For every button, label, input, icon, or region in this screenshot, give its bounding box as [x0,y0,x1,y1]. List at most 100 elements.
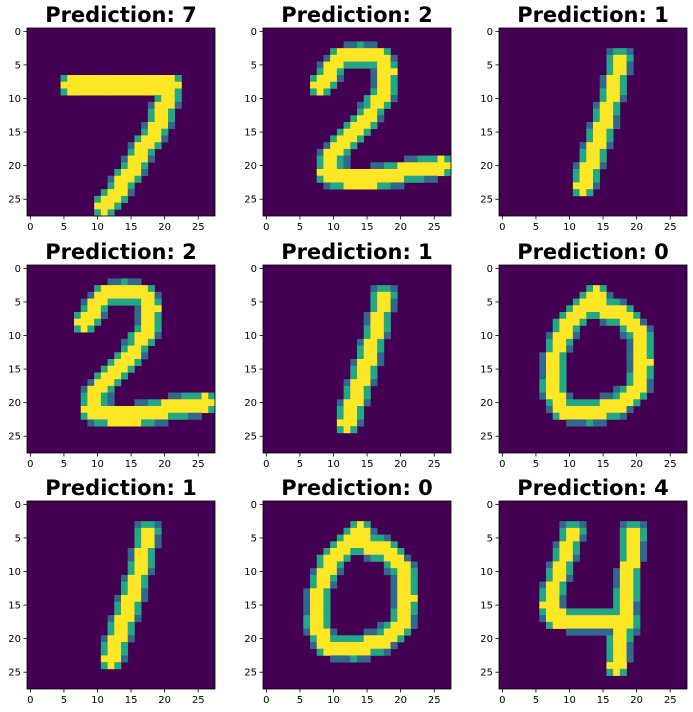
pixel-cell [94,291,102,299]
pixel-cell [572,608,580,616]
pixel-cell [417,175,425,183]
pixel-cell [559,392,567,400]
pixel-cell [336,148,344,156]
pixel-cell [350,365,358,373]
y-tick-label: 5 [15,297,21,308]
pixel-cell [147,291,155,299]
pixel-cell [383,635,391,643]
pixel-cell [539,608,547,616]
pixel-cell [404,608,412,616]
pixel-cell [127,588,135,596]
pixel-cell [626,305,634,313]
pixel-cell [363,352,371,360]
pixel-cell [154,115,162,123]
pixel-cell [94,406,102,414]
digit-panel-4: Prediction: 2 0 5 10 15 20 25 0 5 10 15 20 25 [8,240,216,470]
pixel-cell [316,568,324,576]
pixel-cell [174,75,182,83]
pixel-cell [626,338,634,346]
pixel-cell [559,359,567,367]
pixel-cell [626,399,634,407]
pixel-cell [154,325,162,333]
x-tick-label: 5 [61,459,67,470]
pixel-cell [626,48,634,56]
pixel-cell [370,554,378,562]
pixel-cell [141,88,149,96]
x-tick-label: 20 [158,222,171,233]
pixel-cell [141,285,149,293]
pixel-cell [619,95,627,103]
pixel-cell [586,142,594,150]
pixel-cell [546,359,554,367]
pixel-cell [410,581,418,589]
pixel-cell [350,54,358,62]
pixel-cell [350,406,358,414]
pixel-cell [559,534,567,542]
pixel-cell [154,101,162,109]
x-tick-label: 20 [394,695,407,706]
pixel-cell [559,345,567,353]
pixel-cell [363,548,371,556]
pixel-cell [94,312,102,320]
pixel-cell [566,305,574,313]
pixel-cell [127,568,135,576]
pixel-cell [546,595,554,603]
pixel-cell [107,359,115,367]
pixel-cell [87,81,95,89]
pixel-cell [640,548,648,556]
pixel-cell [552,379,560,387]
pixel-cell [147,527,155,535]
pixel-cell [390,298,398,306]
pixel-cell [127,561,135,569]
pixel-cell [161,419,169,427]
pixel-cell [593,312,601,320]
pixel-cell [107,372,115,380]
pixel-cell [613,68,621,76]
pixel-cell [613,318,621,326]
pixel-cell [310,621,318,629]
pixel-cell [599,108,607,116]
pixel-cell [377,285,385,293]
pixel-cell [114,278,122,286]
pixel-cell [404,554,412,562]
pixel-cell [343,169,351,177]
y-tick-label: 10 [8,567,21,578]
pixel-cell [619,312,627,320]
pixel-cell [107,412,115,420]
y-tick-label: 20 [8,398,21,409]
pixel-cell [134,561,142,569]
pixel-cell [80,385,88,393]
pixel-cell [383,548,391,556]
pixel-cell [363,122,371,130]
pixel-cell [350,169,358,177]
panel-title: Prediction: 2 [281,3,433,27]
pixel-cell [606,75,614,83]
pixel-cell [121,419,129,427]
pixel-cell [546,352,554,360]
pixel-cell [619,68,627,76]
pixel-cell [613,628,621,636]
pixel-cell [168,122,176,130]
panel-title: Prediction: 1 [517,3,669,27]
pixel-cell [323,182,331,190]
pixel-cell [208,406,216,414]
pixel-cell [619,81,627,89]
pixel-cell [127,162,135,170]
pixel-cell [343,548,351,556]
pixel-cell [330,548,338,556]
pixel-cell [566,608,574,616]
pixel-cell [404,175,412,183]
pixel-cell [586,412,594,420]
pixel-cell [310,581,318,589]
pixel-cell [147,318,155,326]
pixel-cell [579,318,587,326]
pixel-cell [377,61,385,69]
pixel-cell [397,548,405,556]
pixel-cell [343,128,351,136]
y-tick-label: 10 [244,567,257,578]
pixel-cell [363,54,371,62]
pixel-cell [134,581,142,589]
pixel-cell [336,568,344,576]
pixel-cell [154,521,162,529]
pixel-cell [303,588,311,596]
